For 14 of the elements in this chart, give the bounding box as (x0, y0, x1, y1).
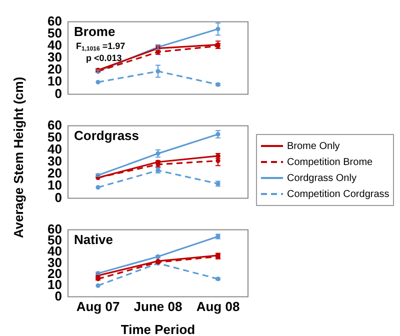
x-tick-label: Aug 07 (76, 299, 120, 314)
y-axis-title: Average Stem Height (cm) (12, 76, 26, 238)
chart-title: Cordgrass (74, 128, 140, 143)
chart-title: Brome (74, 24, 116, 39)
x-tick-label: June 08 (134, 299, 182, 314)
legend-label: Competition Cordgrass (287, 188, 390, 200)
legend-label: Brome Only (287, 140, 340, 152)
legend-label: Cordgrass Only (287, 172, 356, 184)
annotation: p <0.013 (86, 52, 122, 63)
x-axis-title: Time Period (120, 322, 196, 336)
x-tick-label: Aug 08 (196, 299, 240, 314)
chart-title: Native (74, 232, 114, 247)
legend-label: Competition Brome (287, 156, 373, 168)
y-tick-label: 60 (48, 221, 62, 236)
